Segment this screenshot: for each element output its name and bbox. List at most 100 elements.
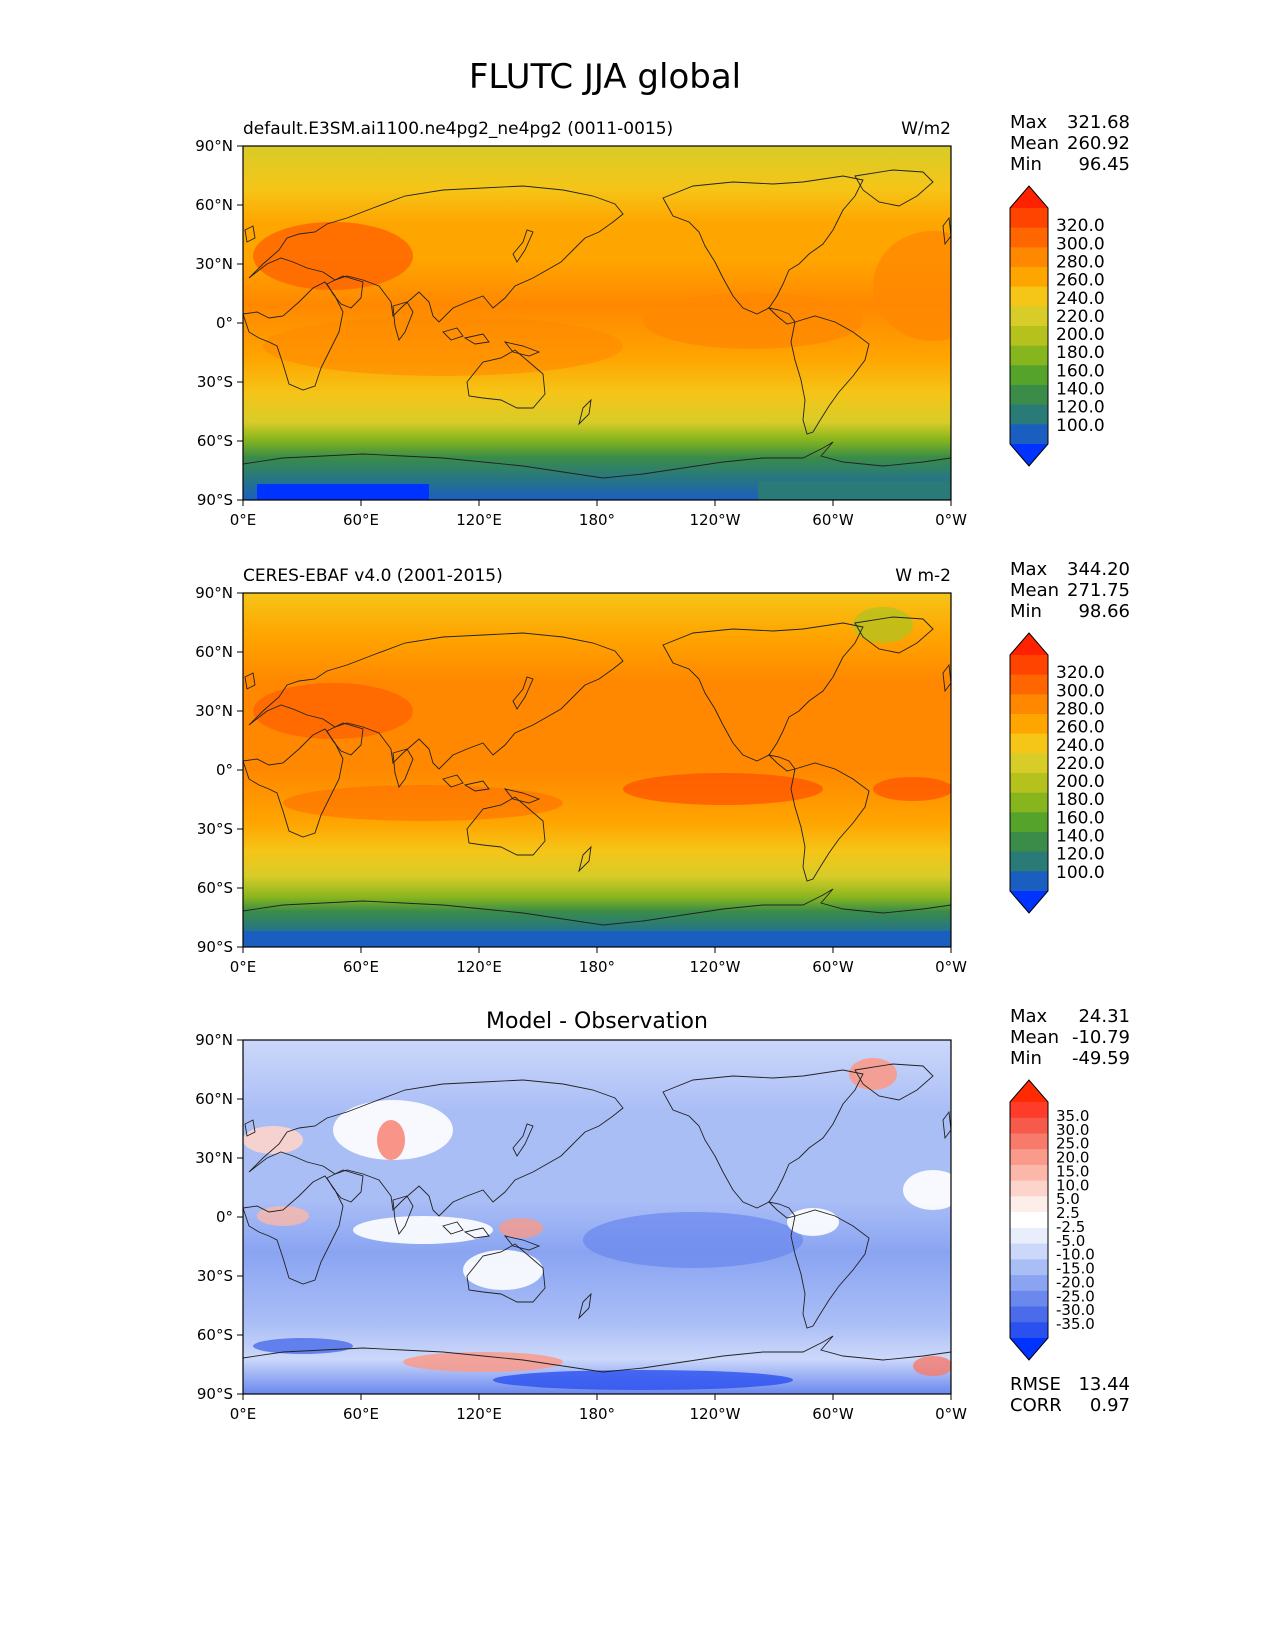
colorbar-segment xyxy=(1010,247,1048,268)
lat-tick-label: 90°S xyxy=(197,1385,233,1403)
colorbar-label: 20.0 xyxy=(1056,1149,1089,1167)
colorbar-segment xyxy=(1010,1133,1048,1150)
lon-tick-label: 0°E xyxy=(230,958,257,976)
colorbar-label: 220.0 xyxy=(1056,307,1105,327)
colorbar-label: 180.0 xyxy=(1056,343,1105,363)
lat-tick-label: 60°S xyxy=(197,879,233,897)
stat-label: Max xyxy=(1010,1006,1048,1027)
colorbar-outline xyxy=(1009,1079,1049,1361)
panel-model: default.E3SM.ai1100.ne4pg2_ne4pg2 (0011-… xyxy=(195,119,967,529)
lon-tick-label: 120°E xyxy=(456,958,502,976)
lon-tick-label: 120°W xyxy=(690,958,741,976)
lon-tick-label: 180° xyxy=(579,958,615,976)
lon-tick-label: 120°E xyxy=(456,1405,502,1423)
colorbar-segment xyxy=(1010,674,1048,695)
lat-tick-label: 30°S xyxy=(197,820,233,838)
colorbar-outline xyxy=(1009,185,1049,467)
stat-value: 321.68 xyxy=(1067,112,1130,133)
colorbar-segment xyxy=(1010,227,1048,248)
lon-tick-label: 0°E xyxy=(230,511,257,529)
colorbar-extend-min xyxy=(1010,891,1048,913)
lat-tick-label: 60°N xyxy=(195,643,233,661)
lat-axis: 90°N 60°N 30°N 0° 30°S 60°S 90°S xyxy=(195,584,243,956)
metric-label: CORR xyxy=(1010,1395,1062,1416)
colorbar-label: 100.0 xyxy=(1056,863,1105,883)
colorbar-label: -10.0 xyxy=(1056,1246,1095,1264)
colorbar-label: 240.0 xyxy=(1056,736,1105,756)
metric-value: 13.44 xyxy=(1078,1374,1130,1395)
colorbar-segment xyxy=(1010,753,1048,774)
lat-tick-label: 60°N xyxy=(195,196,233,214)
colorbar-label: 260.0 xyxy=(1056,271,1105,291)
colorbar-segment xyxy=(1010,1102,1048,1119)
lat-tick-label: 60°S xyxy=(197,432,233,450)
panel-left-title: CERES-EBAF v4.0 (2001-2015) xyxy=(243,566,503,586)
colorbar-label: 160.0 xyxy=(1056,361,1105,381)
colorbar-extend-max xyxy=(1010,186,1048,208)
panel-diff: Model - Observation 90°N 60°N 30°N 0° 30°S 60… xyxy=(195,1009,967,1423)
colorbar-label: 30.0 xyxy=(1056,1121,1089,1139)
colorbar-segment xyxy=(1010,267,1048,288)
colorbar-label: 2.5 xyxy=(1056,1204,1080,1222)
colorbar-segment xyxy=(1010,773,1048,794)
lat-tick-label: 30°S xyxy=(197,373,233,391)
side-panel-1: Max 344.20 Mean 271.75 Min 98.66 320.0300.0280… xyxy=(1009,559,1130,914)
colorbar-label: 25.0 xyxy=(1056,1135,1089,1153)
colorbar-label: 140.0 xyxy=(1056,827,1105,847)
colorbar-label: 300.0 xyxy=(1056,234,1105,254)
stat-label: Max xyxy=(1010,559,1048,580)
colorbar-label: 220.0 xyxy=(1056,754,1105,774)
lat-tick-label: 0° xyxy=(216,1208,233,1226)
lon-tick-label: 180° xyxy=(579,1405,615,1423)
colorbar-label: 320.0 xyxy=(1056,216,1105,236)
colorbar-segment xyxy=(1010,385,1048,406)
lon-tick-label: 60°W xyxy=(812,1405,854,1423)
stat-value: -10.79 xyxy=(1072,1027,1130,1048)
colorbar-segment xyxy=(1010,1290,1048,1308)
lon-tick-label: 0°W xyxy=(935,958,967,976)
stat-label: Mean xyxy=(1010,133,1059,154)
colorbar-label: -25.0 xyxy=(1056,1287,1095,1305)
colorbar-segment xyxy=(1010,1259,1048,1276)
colorbar-label: 100.0 xyxy=(1056,416,1105,436)
colorbar-label: 180.0 xyxy=(1056,790,1105,810)
colorbar-segment xyxy=(1010,1196,1048,1213)
colorbar-label: 5.0 xyxy=(1056,1190,1080,1208)
lon-tick-label: 60°E xyxy=(343,1405,379,1423)
lat-tick-label: 30°N xyxy=(195,702,233,720)
colorbar-segment xyxy=(1010,345,1048,366)
colorbar-segment xyxy=(1010,404,1048,425)
panel-right-title: W/m2 xyxy=(901,119,951,139)
colorbar-segment xyxy=(1010,1212,1048,1229)
colorbar-label: 280.0 xyxy=(1056,699,1105,719)
colorbar-label: 260.0 xyxy=(1056,718,1105,738)
colorbar-segment xyxy=(1010,812,1048,833)
colorbar-segment xyxy=(1010,1117,1048,1134)
colorbar-segment xyxy=(1010,792,1048,813)
colorbar-segment xyxy=(1010,694,1048,715)
colorbar-segment xyxy=(1010,365,1048,386)
lat-tick-label: 90°S xyxy=(197,938,233,956)
colorbar-segment xyxy=(1010,832,1048,853)
stat-value: 260.92 xyxy=(1067,133,1130,154)
colorbar-segment xyxy=(1010,1243,1048,1260)
lat-tick-label: 60°S xyxy=(197,1326,233,1344)
colorbar-segment xyxy=(1010,1275,1048,1292)
lat-tick-label: 90°N xyxy=(195,584,233,602)
side-panel-0: Max 321.68 Mean 260.92 Min 96.45 320.0300.0280… xyxy=(1009,112,1130,467)
colorbar-label: 160.0 xyxy=(1056,808,1105,828)
lat-tick-label: 30°S xyxy=(197,1267,233,1285)
colorbar-label: 200.0 xyxy=(1056,772,1105,792)
stat-value: -49.59 xyxy=(1072,1048,1130,1069)
colorbar-label: -15.0 xyxy=(1056,1260,1095,1278)
lat-tick-label: 0° xyxy=(216,761,233,779)
colorbar-segment xyxy=(1010,1180,1048,1197)
colorbar-label: 320.0 xyxy=(1056,663,1105,683)
map-obs xyxy=(243,593,951,947)
map-diff xyxy=(243,1040,951,1394)
lon-axis: 0°E 60°E 120°E 180° 120°W 60°W 0°W xyxy=(230,500,967,529)
stat-value: 98.66 xyxy=(1078,601,1130,622)
colorbar-label: 140.0 xyxy=(1056,380,1105,400)
colorbar-segment xyxy=(1010,326,1048,347)
